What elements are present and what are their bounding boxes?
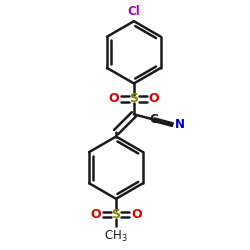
Text: O: O <box>131 208 141 221</box>
Text: CH$_3$: CH$_3$ <box>104 229 128 244</box>
Text: S: S <box>130 92 138 105</box>
Text: O: O <box>90 208 101 221</box>
Text: N: N <box>175 118 185 131</box>
Text: Cl: Cl <box>128 5 140 18</box>
Text: C: C <box>150 113 158 126</box>
Text: S: S <box>112 208 120 221</box>
Text: O: O <box>149 92 160 105</box>
Text: O: O <box>108 92 119 105</box>
